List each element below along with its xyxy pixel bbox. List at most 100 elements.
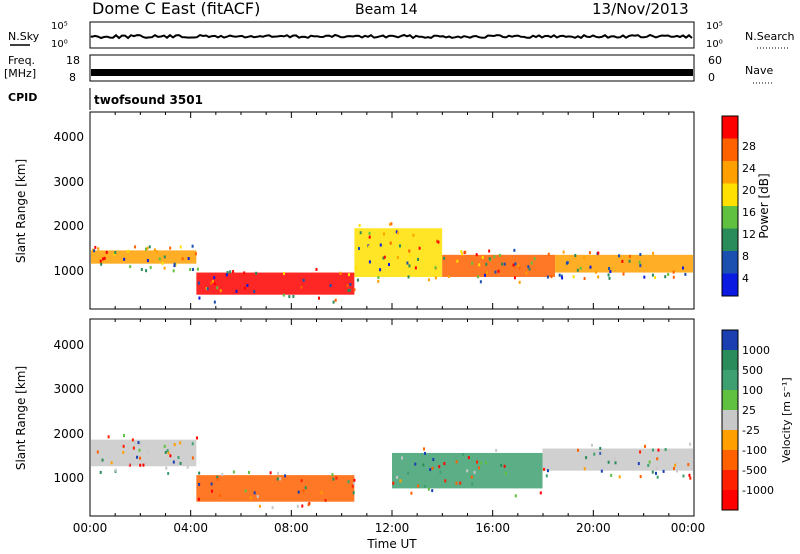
velocity-ytick-1000: 1000: [53, 471, 84, 485]
velocity-echo-speckle: [300, 479, 303, 483]
velocity-echo-band: [196, 475, 355, 502]
power-echo-speckle: [566, 261, 569, 265]
power-echo-speckle: [588, 251, 591, 255]
power-echo-speckle: [389, 241, 392, 245]
power-echo-speckle: [191, 244, 194, 248]
velocity-echo-speckle: [424, 451, 427, 455]
velocity-echo-speckle: [423, 447, 426, 451]
power-echo-speckle: [243, 271, 246, 275]
power-echo-speckle: [368, 231, 371, 235]
power-echo-speckle: [621, 259, 624, 263]
figure-title: Dome C East (fitACF): [92, 0, 260, 18]
power-echo-speckle: [672, 275, 675, 279]
power-colorbar-segment: [722, 273, 738, 297]
velocity-echo-speckle: [687, 463, 690, 467]
power-echo-speckle: [387, 263, 390, 267]
power-echo-speckle: [396, 231, 399, 235]
velocity-echo-speckle: [167, 447, 170, 451]
power-echo-speckle: [572, 275, 575, 279]
velocity-echo-speckle: [139, 463, 142, 467]
xtick-0400: 04:00: [173, 521, 208, 535]
power-echo-speckle: [123, 257, 126, 261]
power-echo-speckle: [517, 264, 520, 268]
velocity-echo-speckle: [244, 489, 247, 493]
power-ytick-4000: 4000: [53, 130, 84, 144]
velocity-echo-speckle: [478, 466, 481, 470]
velocity-echo-band: [542, 448, 693, 471]
velocity-echo-speckle: [191, 442, 194, 446]
power-echo-speckle: [460, 250, 463, 254]
velocity-echo-speckle: [210, 489, 213, 493]
power-echo-speckle: [583, 256, 586, 260]
velocity-echo-speckle: [610, 473, 613, 477]
velocity-echo-speckle: [128, 463, 131, 467]
power-echo-speckle: [92, 248, 95, 252]
power-echo-speckle: [379, 243, 382, 247]
velocity-cbar-tick-100: 100: [742, 384, 763, 397]
power-echo-speckle: [383, 255, 386, 259]
velocity-colorbar-segment: [722, 330, 738, 351]
power-echo-speckle: [546, 275, 549, 279]
power-echo-speckle: [427, 278, 430, 282]
power-echo-speckle: [283, 271, 286, 275]
power-echo-speckle: [485, 271, 488, 275]
power-echo-speckle: [514, 262, 517, 266]
xaxis-label: Time UT: [366, 537, 417, 551]
beam-label: Beam 14: [355, 2, 418, 18]
velocity-colorbar-segment: [722, 430, 738, 451]
noise-right-tick-high: 10⁵: [706, 21, 723, 32]
power-echo-speckle: [347, 273, 350, 277]
power-echo-speckle: [339, 271, 342, 275]
frequency-trace: [91, 69, 693, 76]
power-echo-speckle: [191, 268, 194, 272]
power-echo-speckle: [235, 289, 238, 293]
power-echo-speckle: [395, 230, 398, 234]
cpid-value: twofsound 3501: [94, 93, 203, 107]
velocity-echo-speckle: [198, 471, 201, 475]
power-echo-speckle: [639, 264, 642, 268]
velocity-echo-speckle: [503, 464, 506, 468]
date-label: 13/Nov/2013: [592, 0, 689, 18]
power-echo-speckle: [409, 253, 412, 257]
velocity-echo-speckle: [675, 469, 678, 473]
xtick-0000-end: 00:00: [671, 521, 706, 535]
power-echo-speckle: [354, 266, 357, 270]
power-echo-speckle: [210, 281, 213, 285]
power-echo-speckle: [608, 267, 611, 271]
power-echo-speckle: [357, 247, 360, 251]
power-colorbar-segment: [722, 251, 738, 274]
power-echo-speckle: [498, 253, 501, 257]
power-echo-speckle: [488, 257, 491, 261]
velocity-echo-speckle: [443, 462, 446, 466]
power-echo-speckle: [163, 266, 166, 270]
xtick-0800: 08:00: [274, 521, 309, 535]
power-echo-speckle: [161, 261, 164, 265]
velocity-echo-speckle: [392, 481, 395, 485]
power-echo-speckle: [527, 265, 530, 269]
velocity-colorbar-label: Velocity [m s⁻¹]: [780, 377, 793, 462]
power-echo-speckle: [163, 255, 166, 259]
velocity-echo-speckle: [169, 454, 172, 458]
power-echo-speckle: [434, 266, 437, 270]
nave-right-tick-high: 60: [708, 54, 722, 67]
velocity-echo-speckle: [277, 471, 280, 475]
power-echo-speckle: [609, 270, 612, 274]
velocity-echo-speckle: [114, 468, 117, 472]
velocity-echo-speckle: [195, 436, 198, 440]
power-echo-speckle: [488, 249, 491, 253]
velocity-cbar-tick-1000: 1000: [742, 344, 770, 357]
velocity-echo-speckle: [688, 473, 691, 477]
velocity-echo-speckle: [585, 456, 588, 460]
velocity-echo-speckle: [279, 477, 282, 481]
power-echo-speckle: [187, 257, 190, 261]
velocity-echo-speckle: [304, 486, 307, 490]
power-echo-speckle: [146, 259, 149, 263]
power-echo-speckle: [497, 269, 500, 273]
velocity-echo-speckle: [177, 455, 180, 459]
power-echo-speckle: [129, 265, 132, 269]
power-echo-speckle: [513, 276, 516, 280]
power-echo-speckle: [503, 262, 506, 266]
power-echo-speckle: [232, 270, 235, 274]
xtick-1200: 12:00: [375, 521, 410, 535]
power-echo-speckle: [528, 267, 531, 271]
